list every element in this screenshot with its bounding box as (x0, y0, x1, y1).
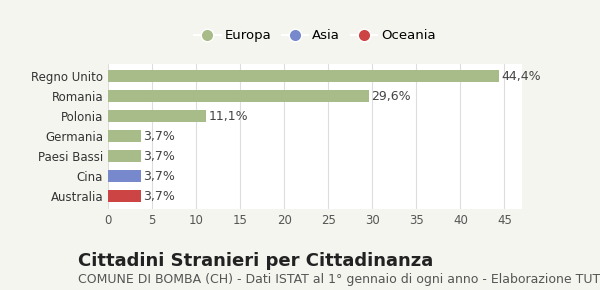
Text: 11,1%: 11,1% (208, 110, 248, 123)
Bar (108, 110, 206, 122)
Text: 3,7%: 3,7% (143, 130, 175, 143)
Legend: Europa, Asia, Oceania: Europa, Asia, Oceania (189, 24, 441, 48)
Text: COMUNE DI BOMBA (CH) - Dati ISTAT al 1° gennaio di ogni anno - Elaborazione TUTT: COMUNE DI BOMBA (CH) - Dati ISTAT al 1° … (78, 273, 600, 286)
Text: 3,7%: 3,7% (143, 170, 175, 183)
Bar (108, 190, 140, 202)
Bar (108, 90, 369, 102)
Bar (108, 130, 140, 142)
Text: 3,7%: 3,7% (143, 190, 175, 203)
Text: 3,7%: 3,7% (143, 150, 175, 163)
Bar (108, 170, 140, 182)
Text: 44,4%: 44,4% (502, 70, 541, 83)
Text: Cittadini Stranieri per Cittadinanza: Cittadini Stranieri per Cittadinanza (78, 252, 433, 270)
Text: 29,6%: 29,6% (371, 90, 411, 103)
Bar (108, 70, 499, 82)
Bar (108, 150, 140, 162)
